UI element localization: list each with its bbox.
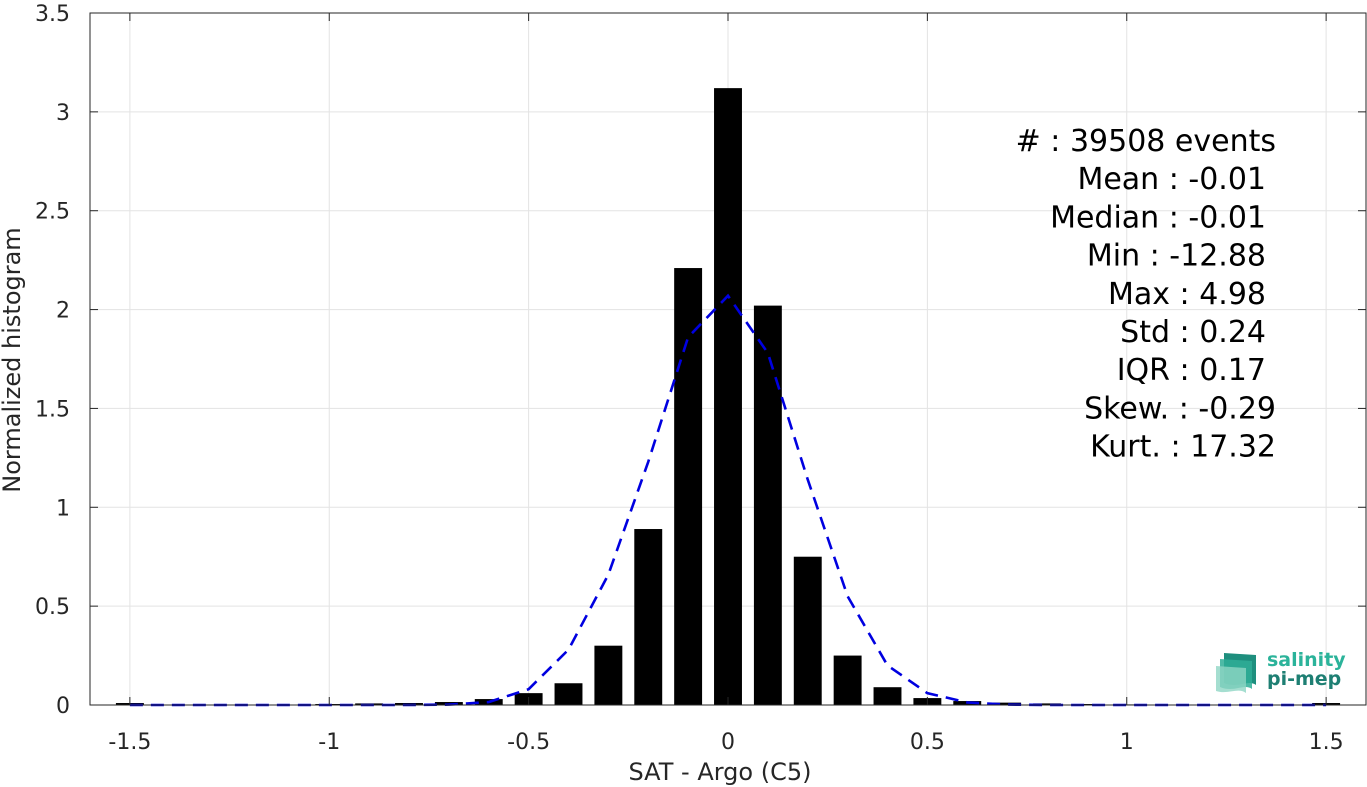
y-tick-label: 1 (56, 496, 70, 521)
x-tick-label: 1.5 (1309, 730, 1344, 755)
salinity-pi-mep-logo: salinity pi-mep (1216, 647, 1346, 695)
histogram-bar (753, 305, 782, 705)
histogram-bar (674, 268, 703, 705)
x-tick-label: 0 (721, 730, 735, 755)
y-tick-label: 0.5 (35, 595, 70, 620)
y-axis-label: Normalized histogram (0, 227, 26, 492)
histogram-bar (993, 702, 1022, 705)
x-tick-label: 1 (1120, 730, 1134, 755)
y-tick-label: 0 (56, 694, 70, 719)
x-tick-label: -0.5 (507, 730, 550, 755)
histogram-bar (873, 687, 902, 705)
histogram-bar (594, 645, 623, 705)
stats-line: Median : -0.01 (1050, 200, 1266, 235)
y-tick-label: 3 (56, 101, 70, 126)
x-axis-label: SAT - Argo (C5) (629, 758, 812, 786)
stats-line: # : 39508 events (1016, 124, 1276, 159)
logo-text-pi-mep: pi-mep (1267, 668, 1342, 690)
y-tick-label: 2 (56, 299, 70, 324)
y-axis-ticks: 0 0.5 1 1.5 2 2.5 3 3.5 (35, 2, 1366, 719)
y-tick-label: 2.5 (35, 200, 70, 225)
stats-line: Kurt. : 17.32 (1090, 430, 1276, 465)
stats-line: IQR : 0.17 (1117, 353, 1266, 388)
y-tick-label: 1.5 (35, 397, 70, 422)
histogram-bar (1033, 703, 1061, 705)
stats-line: Max : 4.98 (1108, 277, 1266, 312)
x-tick-label: -1 (318, 730, 340, 755)
stats-line: Min : -12.88 (1087, 239, 1266, 274)
x-axis-ticks: -1.5 -1 -0.5 0 0.5 1 1.5 (108, 13, 1344, 755)
histogram-bar (714, 88, 742, 706)
stats-line: Mean : -0.01 (1077, 162, 1266, 197)
x-tick-label: -1.5 (108, 730, 151, 755)
x-tick-label: 0.5 (910, 730, 945, 755)
stats-line: Skew. : -0.29 (1084, 391, 1276, 426)
y-tick-label: 3.5 (35, 2, 70, 27)
histogram-bar (554, 683, 583, 705)
histogram-bar (634, 529, 663, 705)
histogram-bar (833, 655, 862, 705)
stats-line: Std : 0.24 (1120, 315, 1266, 350)
histogram-bar (793, 556, 822, 705)
waves-logo-icon (1216, 653, 1256, 693)
logo-text-salinity: salinity (1267, 649, 1346, 671)
